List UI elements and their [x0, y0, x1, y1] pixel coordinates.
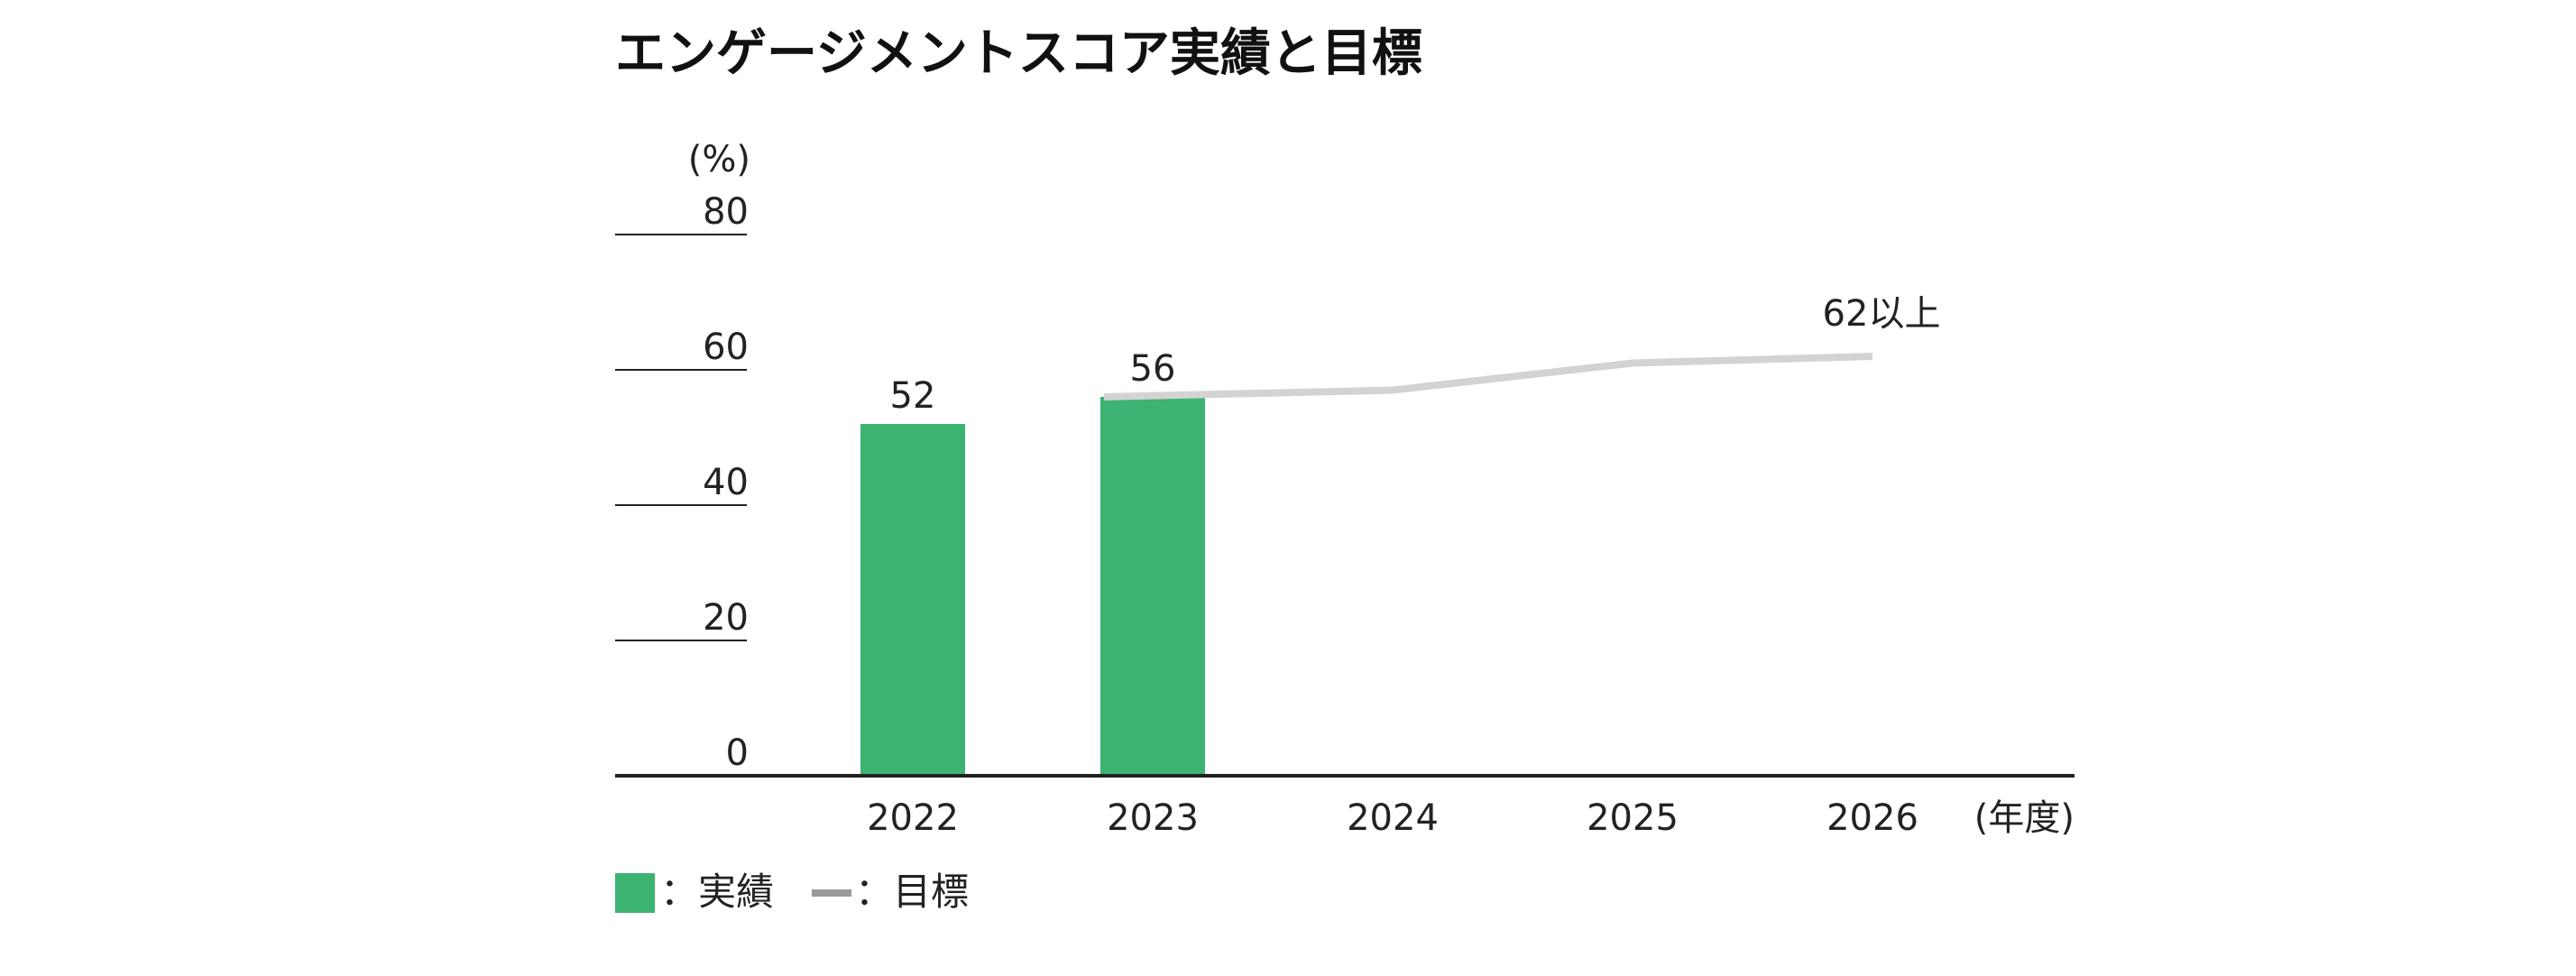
y-axis: 0 20 40 60 80 [615, 191, 749, 774]
target-line [1103, 353, 1873, 401]
chart-title: エンゲージメントスコア実績と目標 [615, 24, 1422, 83]
y-tick-label: 20 [703, 597, 749, 639]
y-tick-label: 60 [703, 327, 749, 368]
x-tick-label: 2026 [1826, 797, 1918, 839]
x-tick-label: 2022 [867, 797, 959, 839]
target-line-series: 62以上 [1103, 293, 1941, 401]
x-tick-label: 2025 [1587, 797, 1679, 839]
legend-label-actual: ：実績 [660, 870, 774, 914]
bar-value-label: 56 [1130, 348, 1176, 390]
bar-2023 [1100, 397, 1205, 776]
target-end-label: 62以上 [1823, 293, 1941, 335]
bar-2022 [860, 424, 965, 776]
x-axis-unit-label: (年度) [1974, 797, 2075, 839]
y-axis-unit-label: (%) [688, 139, 750, 180]
y-tick-label: 0 [726, 732, 749, 774]
y-tick-label: 80 [703, 191, 749, 233]
legend: ：実績 ：目標 [615, 870, 969, 914]
x-tick-label: 2023 [1107, 797, 1199, 839]
bar-series: 52 56 [860, 348, 1205, 776]
x-axis: 2022 2023 2024 2025 2026 [867, 797, 1918, 839]
legend-swatch-actual [615, 873, 655, 913]
legend-label-target: ：目標 [855, 870, 969, 914]
y-tick-label: 40 [703, 462, 749, 503]
x-tick-label: 2024 [1347, 797, 1439, 839]
bar-value-label: 52 [890, 375, 936, 417]
